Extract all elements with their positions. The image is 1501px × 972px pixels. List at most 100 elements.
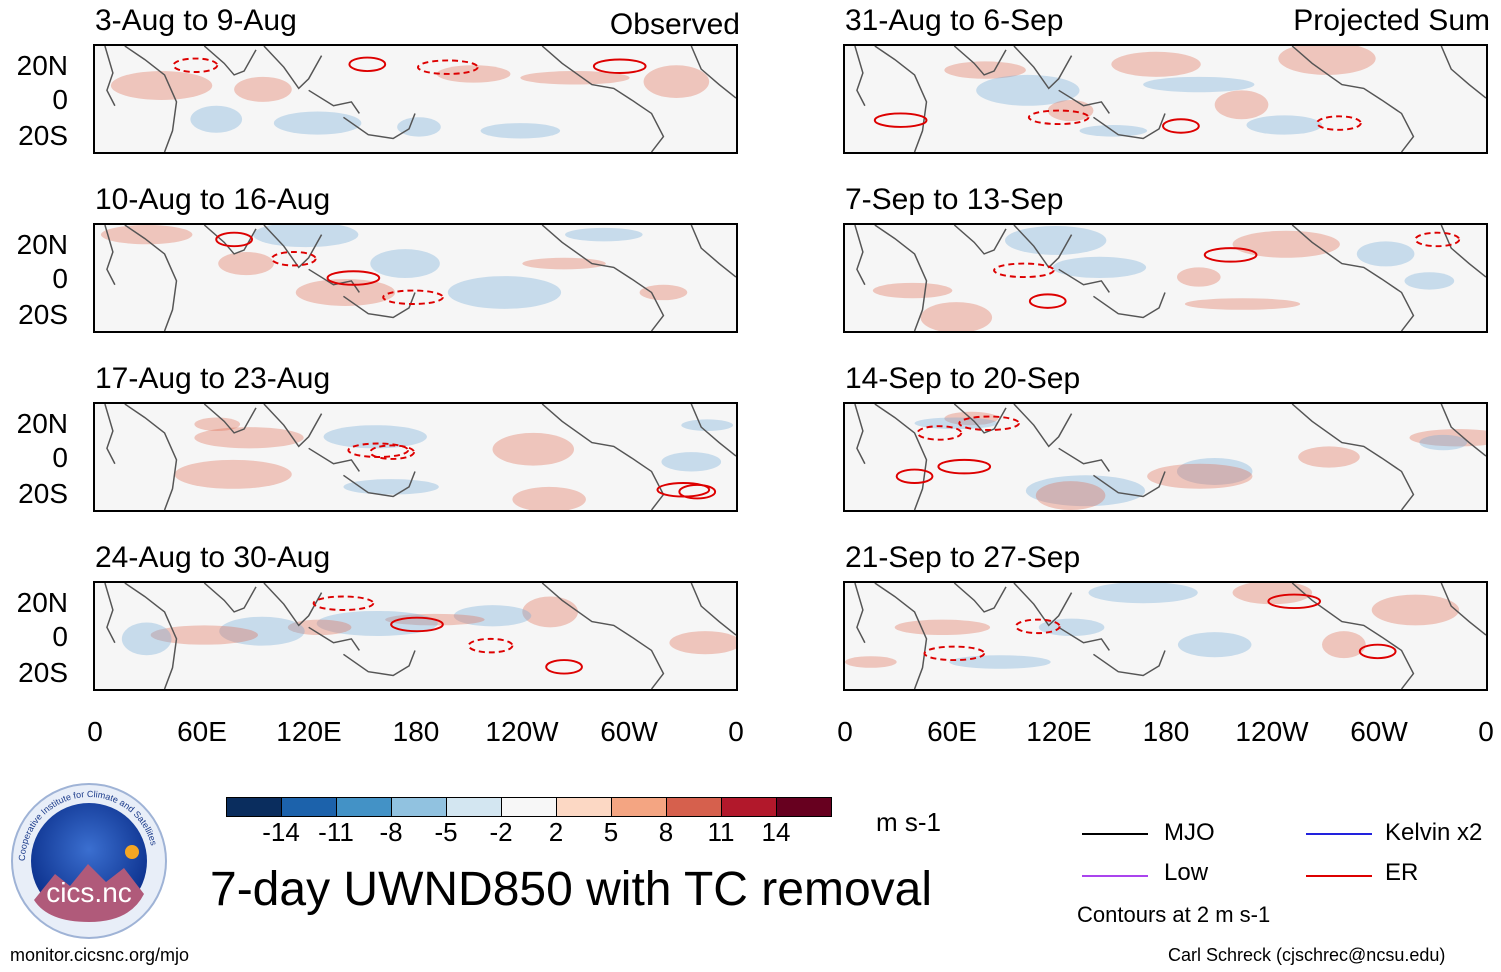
anomaly-blob	[397, 117, 441, 137]
anomaly-blob	[194, 427, 304, 449]
lat-label-0-2: 0	[52, 263, 68, 294]
anomaly-blob	[273, 111, 362, 135]
coastline	[203, 225, 257, 255]
lat-label-20n-3: 20N	[16, 408, 68, 439]
er-contour	[873, 112, 928, 128]
coastline	[308, 89, 360, 114]
colorbar-box-0	[226, 797, 282, 817]
er-contour	[1267, 593, 1322, 610]
anomaly-blob	[845, 656, 897, 668]
anomaly-blob	[370, 249, 440, 278]
coastline	[1291, 404, 1415, 510]
lat-label-0-1: 0	[52, 84, 68, 115]
coastline	[308, 268, 360, 293]
coastline	[1013, 583, 1073, 627]
er-contour	[390, 616, 444, 633]
anomaly-blob	[110, 71, 213, 100]
lon-label-left-180: 180	[392, 716, 440, 747]
colorbar-box-7	[611, 797, 667, 817]
lat-label-20s-3: 20S	[18, 478, 68, 509]
legend-text-kelvin: Kelvin x2	[1385, 819, 1483, 846]
lon-label-left-120w: 120W	[485, 716, 559, 747]
map-panel-obs-2	[93, 223, 738, 333]
coastline	[203, 404, 257, 434]
map-panel-proj-3	[843, 402, 1488, 512]
anomaly-blob	[1278, 46, 1376, 75]
coastline	[1440, 225, 1486, 278]
anomaly-blob	[1214, 90, 1269, 120]
anomaly-blob	[121, 622, 172, 656]
coastline	[541, 46, 665, 152]
er-contour	[348, 56, 387, 73]
anomaly-blob	[949, 655, 1051, 669]
anomaly-blob	[218, 251, 274, 276]
coastline	[953, 583, 1007, 613]
er-contour	[656, 482, 711, 498]
lon-label-right-60e: 60E	[927, 716, 977, 747]
lon-label-left-120e: 120E	[276, 716, 342, 747]
coastline	[541, 404, 665, 510]
anomaly-blob	[1035, 481, 1106, 510]
er-contour	[1014, 618, 1061, 635]
colorbar-box-8	[666, 797, 722, 817]
anomaly-blob	[920, 302, 993, 331]
coastline	[854, 46, 866, 107]
coastline	[124, 404, 178, 510]
coastline	[1013, 46, 1073, 90]
footer-credit: Carl Schreck (cjschrec@ncsu.edu)	[1168, 945, 1446, 965]
anomaly-blob	[520, 71, 630, 85]
er-contour	[545, 659, 583, 675]
footer-url[interactable]: monitor.cicsnc.org/mjo	[10, 945, 190, 965]
map-panel-proj-2	[843, 223, 1488, 333]
er-contour	[993, 262, 1055, 278]
coastline	[1013, 404, 1073, 448]
anomaly-blob	[323, 425, 427, 449]
colorbar-box-3	[391, 797, 447, 817]
coastline	[124, 46, 178, 152]
er-contour	[1316, 115, 1362, 131]
anomaly-blob	[894, 619, 991, 636]
anomaly-blob	[1371, 594, 1460, 626]
coastline	[124, 225, 178, 331]
anomaly-blob	[1409, 429, 1486, 447]
panel-title-obs-2: 10-Aug to 16-Aug	[95, 183, 331, 216]
coastline	[104, 583, 116, 644]
panel-title-obs-1: 3-Aug to 9-Aug	[95, 4, 297, 37]
anomaly-blob	[1111, 51, 1201, 77]
map-panel-proj-4	[843, 581, 1488, 691]
coastline	[874, 583, 928, 689]
anomaly-blob	[681, 419, 734, 431]
anomaly-blob	[447, 276, 562, 309]
map-panel-proj-1	[843, 44, 1488, 154]
er-contour	[326, 270, 381, 286]
lon-label-right-0: 0	[837, 716, 853, 747]
anomaly-blob	[219, 616, 305, 646]
logo-text: cics.nc	[46, 877, 132, 908]
lat-label-0-4: 0	[52, 621, 68, 652]
lon-label-left-60w: 60W	[600, 716, 658, 747]
anomaly-blob	[914, 417, 999, 430]
anomaly-blob	[512, 486, 586, 510]
panel-title-proj-1: 31-Aug to 6-Sep	[845, 4, 1064, 37]
colorbar-label-9: 14	[761, 817, 791, 847]
projected-column-label: Projected Sum	[1293, 4, 1490, 37]
er-contour	[467, 637, 514, 654]
panel-title-obs-4: 24-Aug to 30-Aug	[95, 541, 331, 574]
anomaly-blob	[661, 452, 722, 472]
coastline	[690, 404, 736, 457]
coastline	[690, 583, 736, 636]
anomaly-blob	[944, 61, 1026, 79]
anomaly-blob	[1143, 76, 1255, 93]
colorbar-box-6	[556, 797, 612, 817]
colorbar-label-4: -2	[489, 817, 513, 847]
lon-label-right-60w: 60W	[1350, 716, 1408, 747]
anomaly-blob	[1005, 225, 1107, 255]
er-contour	[312, 595, 375, 611]
lon-label-right-120e: 120E	[1026, 716, 1092, 747]
coastline	[203, 583, 257, 613]
lon-label-right-120w: 120W	[1235, 716, 1309, 747]
anomaly-blob	[1356, 241, 1415, 267]
anomaly-blob	[1246, 115, 1323, 135]
coastline	[308, 447, 360, 472]
lon-label-left-0: 0	[87, 716, 103, 747]
